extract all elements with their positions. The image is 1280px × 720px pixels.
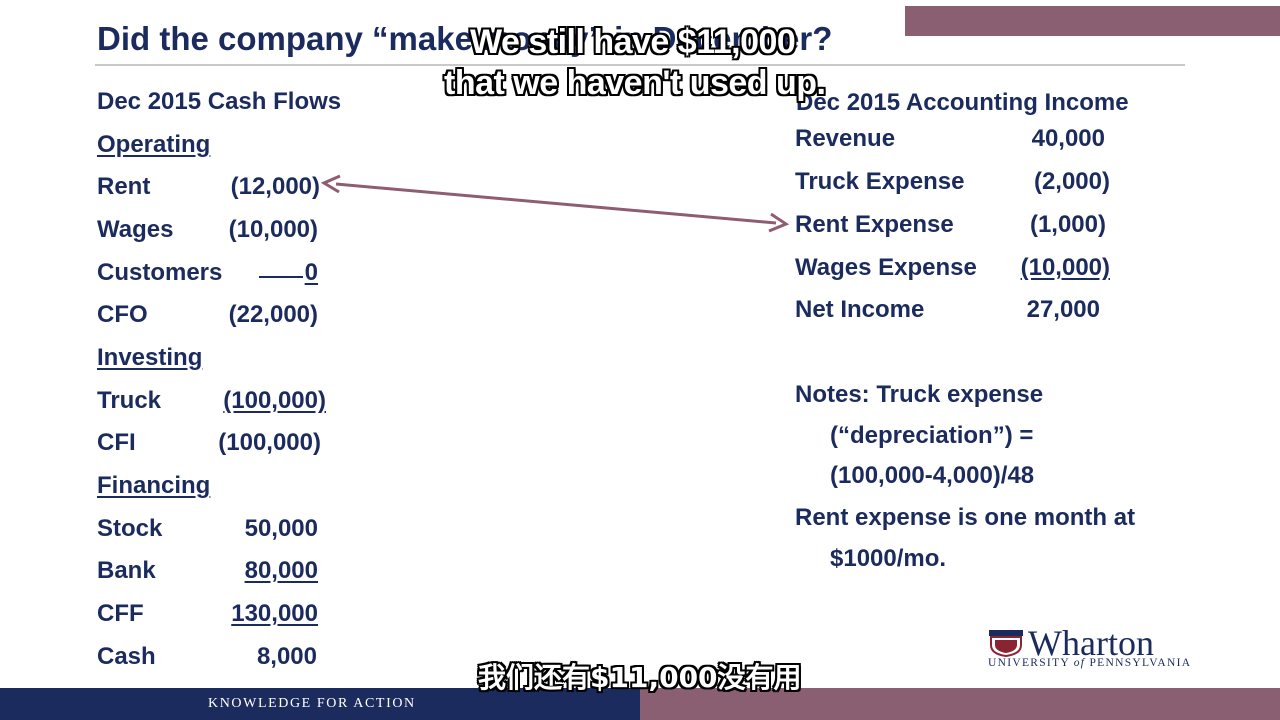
inc-value-revenue: 40,000 — [1031, 125, 1105, 152]
caption-english-line-1: We still have $11,000 — [470, 23, 796, 61]
inc-label-net-income: Net Income — [795, 296, 925, 323]
financing-heading: Financing — [97, 472, 211, 499]
cf-value-cff: 130,000 — [231, 600, 318, 627]
cash-flows-heading: Dec 2015 Cash Flows — [97, 88, 342, 115]
slide-title: Did the company “make money” in December… — [97, 20, 833, 57]
cf-label-rent: Rent — [97, 173, 151, 200]
income-heading: Dec 2015 Accounting Income — [796, 89, 1129, 116]
cf-value-cfo: (22,000) — [228, 301, 318, 328]
inc-label-truck-expense: Truck Expense — [795, 168, 965, 195]
cf-label-cash: Cash — [97, 643, 156, 670]
inc-label-wages-expense: Wages Expense — [795, 254, 977, 281]
wharton-logo: Wharton UNIVERSITY of PENNSYLVANIA — [988, 623, 1192, 672]
cf-label-truck: Truck — [97, 387, 162, 414]
inc-label-revenue: Revenue — [795, 125, 896, 152]
cf-label-cfi: CFI — [97, 429, 136, 456]
wharton-subtitle-a: UNIVERSITY — [988, 657, 1074, 669]
cf-label-stock: Stock — [97, 515, 163, 542]
inc-value-rent-expense: (1,000) — [1029, 211, 1106, 238]
operating-heading: Operating — [97, 131, 211, 158]
cf-value-bank: 80,000 — [244, 557, 318, 584]
cf-value-cash: 8,000 — [256, 643, 317, 670]
cf-label-customers: Customers — [97, 259, 223, 286]
wharton-wordmark: Wharton — [1028, 623, 1154, 663]
customers-blank-line — [258, 276, 303, 278]
notes-line-3: (100,000-4,000)/48 — [830, 462, 1035, 489]
cf-value-wages: (10,000) — [228, 216, 318, 243]
cf-label-bank: Bank — [97, 557, 156, 584]
notes-line-5: $1000/mo. — [830, 545, 947, 572]
cf-value-truck: (100,000) — [223, 387, 326, 414]
inc-value-wages-expense: (10,000) — [1020, 254, 1110, 281]
wharton-shield-icon — [989, 630, 1023, 657]
caption-english-line-2: that we haven't used up. — [444, 64, 826, 102]
cf-label-wages: Wages — [97, 216, 174, 243]
inc-label-rent-expense: Rent Expense — [795, 211, 954, 238]
footer-tagline: KNOWLEDGE FOR ACTION — [208, 696, 416, 711]
notes-line-1: Notes: Truck expense — [795, 381, 1044, 408]
investing-heading: Investing — [97, 344, 203, 371]
inc-value-net-income: 27,000 — [1026, 296, 1100, 323]
cf-value-rent: (12,000) — [230, 173, 320, 200]
footer-band-left: KNOWLEDGE FOR ACTION — [0, 688, 640, 720]
cf-value-cfi: (100,000) — [218, 429, 321, 456]
cf-value-customers-text: 0 — [304, 259, 318, 286]
wharton-subtitle: UNIVERSITY of PENNSYLVANIA — [988, 657, 1191, 669]
cf-value-stock: 50,000 — [244, 515, 318, 542]
notes-line-2: (“depreciation”) = — [830, 422, 1034, 449]
cf-value-customers: 0 — [246, 259, 318, 287]
footer-band-right — [640, 688, 1280, 720]
cf-label-cff: CFF — [97, 600, 144, 627]
wharton-subtitle-of: of — [1073, 657, 1086, 669]
top-accent-bar — [905, 6, 1280, 36]
notes-line-4: Rent expense is one month at — [795, 504, 1136, 531]
title-divider — [95, 64, 1185, 66]
wharton-subtitle-b: PENNSYLVANIA — [1085, 657, 1192, 669]
cf-label-cfo: CFO — [97, 301, 148, 328]
caption-chinese: 我们还有$11,000没有用 — [478, 661, 802, 694]
inc-value-truck-expense: (2,000) — [1033, 168, 1110, 195]
